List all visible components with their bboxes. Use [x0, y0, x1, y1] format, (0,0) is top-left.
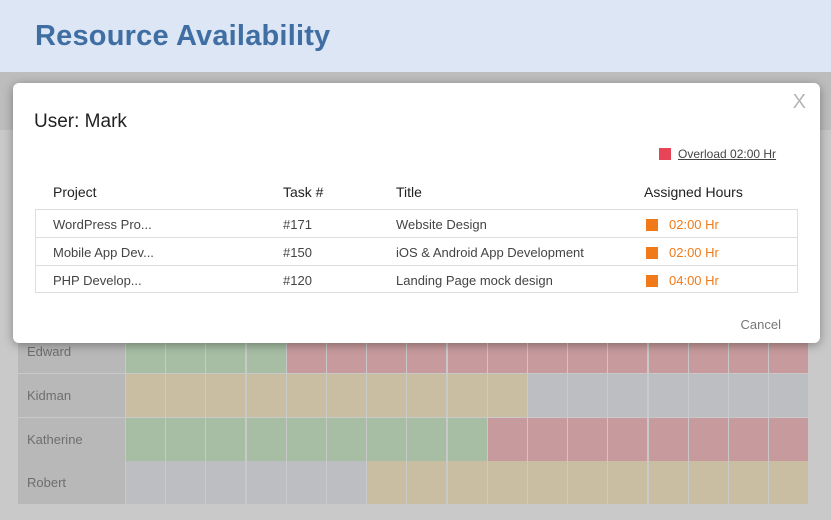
hours-value: 02:00 Hr: [669, 217, 719, 232]
availability-cell[interactable]: [166, 461, 206, 504]
availability-cell[interactable]: [447, 418, 487, 461]
availability-cell[interactable]: [568, 418, 608, 461]
availability-cell[interactable]: [608, 461, 648, 504]
table-header: Project Task # Title Assigned Hours: [35, 184, 798, 206]
availability-cell[interactable]: [568, 461, 608, 504]
cancel-button[interactable]: Cancel: [740, 317, 781, 332]
availability-cell[interactable]: [246, 374, 286, 417]
assignments-table: WordPress Pro... #171 Website Design 02:…: [35, 209, 798, 293]
hours-swatch: [646, 246, 658, 259]
hours-cell: 02:00 Hr: [646, 245, 719, 260]
resource-name: Robert: [18, 461, 125, 504]
column-header-task: Task #: [283, 184, 324, 200]
availability-cell[interactable]: [367, 418, 407, 461]
availability-cell[interactable]: [166, 418, 206, 461]
availability-cell[interactable]: [528, 374, 567, 417]
project-cell: PHP Develop...: [53, 273, 142, 288]
availability-cell[interactable]: [729, 461, 768, 504]
page-title: Resource Availability: [35, 20, 331, 52]
availability-cell[interactable]: [447, 374, 487, 417]
modal-title: User: Mark: [34, 111, 127, 132]
availability-cell[interactable]: [648, 418, 688, 461]
table-row[interactable]: PHP Develop... #120 Landing Page mock de…: [36, 266, 797, 294]
availability-cell[interactable]: [407, 374, 447, 417]
project-cell: WordPress Pro...: [53, 217, 152, 232]
hours-value: 04:00 Hr: [669, 273, 719, 288]
availability-cell[interactable]: [246, 418, 286, 461]
availability-cell[interactable]: [327, 461, 366, 504]
availability-cell[interactable]: [286, 461, 326, 504]
hours-cell: 04:00 Hr: [646, 273, 719, 288]
overload-legend-label[interactable]: Overload 02:00 Hr: [678, 147, 777, 161]
availability-cell[interactable]: [688, 461, 728, 504]
availability-cell[interactable]: [608, 418, 648, 461]
availability-cell[interactable]: [206, 374, 246, 417]
hours-cell: 02:00 Hr: [646, 217, 719, 232]
availability-cell[interactable]: [286, 418, 326, 461]
overload-swatch: [659, 148, 671, 160]
title-cell: iOS & Android App Development: [396, 245, 584, 260]
column-header-title: Title: [396, 184, 422, 200]
availability-cell[interactable]: [528, 461, 567, 504]
availability-cell[interactable]: [447, 461, 487, 504]
availability-cell[interactable]: [246, 461, 286, 504]
availability-cell[interactable]: [648, 461, 688, 504]
availability-cell[interactable]: [126, 374, 165, 417]
table-row[interactable]: WordPress Pro... #171 Website Design 02:…: [36, 210, 797, 238]
availability-cell[interactable]: [487, 461, 527, 504]
availability-cell[interactable]: [206, 461, 246, 504]
availability-cell[interactable]: [528, 418, 567, 461]
resource-name: Katherine: [18, 418, 125, 461]
column-header-assigned-hours: Assigned Hours: [644, 184, 743, 200]
resource-name: Kidman: [18, 374, 125, 417]
overload-legend: Overload 02:00 Hr: [659, 147, 776, 161]
availability-cell[interactable]: [286, 374, 326, 417]
page-header: Resource Availability: [0, 0, 831, 72]
column-header-project: Project: [53, 184, 97, 200]
availability-cell[interactable]: [729, 418, 768, 461]
availability-cell[interactable]: [769, 461, 809, 504]
availability-cell[interactable]: [688, 374, 728, 417]
availability-cell[interactable]: [407, 461, 447, 504]
user-assignments-modal: X User: Mark Overload 02:00 Hr Project T…: [13, 83, 820, 343]
availability-cell[interactable]: [487, 418, 527, 461]
availability-cell[interactable]: [688, 418, 728, 461]
hours-value: 02:00 Hr: [669, 245, 719, 260]
task-cell: #150: [283, 245, 312, 260]
availability-cell[interactable]: [166, 374, 206, 417]
availability-row: Katherine: [18, 418, 812, 461]
availability-cell[interactable]: [407, 418, 447, 461]
availability-cell[interactable]: [729, 374, 768, 417]
task-cell: #120: [283, 273, 312, 288]
availability-grid: Edward Kidman Katherine Robert: [18, 330, 812, 504]
availability-cell[interactable]: [487, 374, 527, 417]
availability-cell[interactable]: [608, 374, 648, 417]
title-cell: Website Design: [396, 217, 487, 232]
title-cell: Landing Page mock design: [396, 273, 553, 288]
availability-cell[interactable]: [206, 418, 246, 461]
availability-cell[interactable]: [327, 418, 366, 461]
task-cell: #171: [283, 217, 312, 232]
availability-cell[interactable]: [367, 461, 407, 504]
availability-cell[interactable]: [648, 374, 688, 417]
project-cell: Mobile App Dev...: [53, 245, 154, 260]
availability-row: Kidman: [18, 374, 812, 417]
hours-swatch: [646, 218, 658, 231]
availability-cell[interactable]: [367, 374, 407, 417]
table-row[interactable]: Mobile App Dev... #150 iOS & Android App…: [36, 238, 797, 266]
availability-cell[interactable]: [568, 374, 608, 417]
hours-swatch: [646, 274, 658, 287]
availability-cell[interactable]: [126, 461, 165, 504]
availability-cell[interactable]: [126, 418, 165, 461]
availability-cell[interactable]: [769, 418, 809, 461]
availability-cell[interactable]: [769, 374, 809, 417]
availability-cell[interactable]: [327, 374, 366, 417]
availability-row: Robert: [18, 461, 812, 504]
close-icon[interactable]: X: [792, 91, 806, 113]
